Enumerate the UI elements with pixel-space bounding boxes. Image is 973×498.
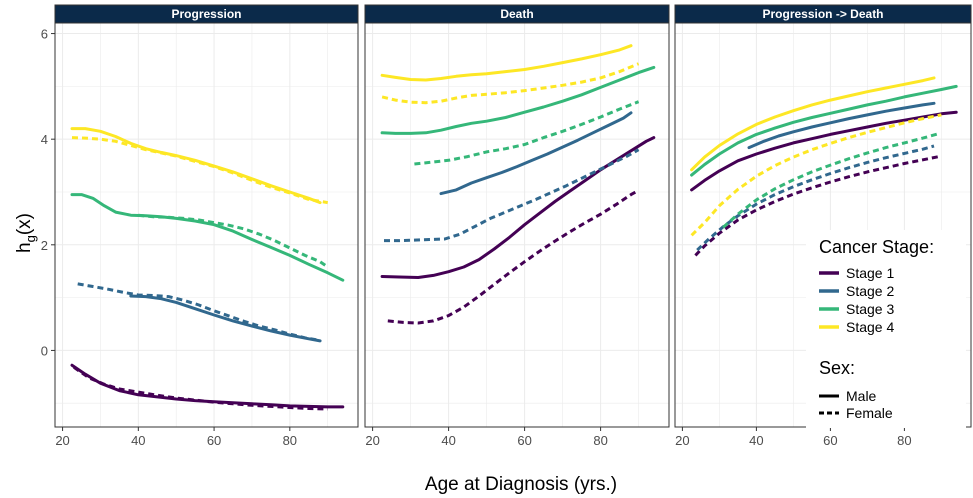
legend-stage-items: Stage 1 Stage 2 Stage 3 Stage 4: [819, 265, 894, 335]
series-line-stage-3-female: [414, 100, 640, 166]
y-tick-label: 4: [41, 132, 48, 147]
panel-progression: Progression 20 40 60 80 0 2 4 6: [41, 4, 359, 448]
x-tick-label: 80: [593, 433, 607, 448]
gridlines: [365, 23, 669, 427]
facet-title: Death: [500, 7, 533, 21]
y-axis-title: hg(x): [14, 213, 38, 253]
x-tick-label: 20: [675, 433, 689, 448]
series-line-stage-3-male: [70, 193, 345, 282]
legend-label-stage-4: Stage 4: [846, 319, 894, 335]
series-line-stage-2-female: [384, 148, 640, 243]
y-tick-label: 6: [41, 27, 48, 42]
legend-label-stage-3: Stage 3: [846, 301, 894, 317]
x-tick-label: 40: [131, 433, 145, 448]
facet-strip: [674, 4, 972, 24]
y-axis-title-subscript: g: [23, 235, 38, 242]
legend-sex-title: Sex:: [819, 358, 855, 378]
panel-death: Death 20 40 60 80: [364, 4, 670, 448]
series-line-stage-4-female: [71, 136, 328, 205]
y-axis-title-main: h: [14, 242, 35, 253]
y-axis-title-rest: (x): [14, 213, 35, 235]
legend-label-stage-1: Stage 1: [846, 265, 894, 281]
x-tick-label: 60: [823, 433, 837, 448]
x-tick-label: 60: [517, 433, 531, 448]
x-tick-label: 60: [207, 433, 221, 448]
panel-progression-death: Progression -> Death 20 40 60 80: [674, 4, 972, 448]
x-tick-label: 80: [897, 433, 911, 448]
facet-title: Progression: [171, 7, 241, 21]
facet-strip: [54, 4, 359, 24]
gridlines: [55, 23, 358, 427]
x-tick-label: 80: [283, 433, 297, 448]
x-tick-label: 40: [441, 433, 455, 448]
x-axis-title: Age at Diagnosis (yrs.): [425, 474, 617, 495]
facet-title: Progression -> Death: [762, 7, 883, 21]
x-tick-label: 20: [55, 433, 69, 448]
series-line-stage-4-male: [690, 76, 936, 172]
y-tick-label: 0: [41, 343, 48, 358]
series-line-stage-2-female: [696, 144, 935, 252]
series-line-stage-3-male: [380, 65, 656, 135]
series-line-stage-4-male: [70, 127, 322, 205]
series-line-stage-4-female: [381, 62, 640, 105]
series-line-stage-2-male: [439, 111, 633, 196]
x-tick-label: 20: [365, 433, 379, 448]
facet-strip: [364, 4, 670, 24]
series-line-stage-1-male: [380, 136, 656, 279]
series-line-stage-1-male: [690, 110, 958, 192]
y-tick-label: 2: [41, 238, 48, 253]
series-line-stage-2-female: [77, 282, 321, 342]
series-line-stage-1-female: [73, 366, 328, 411]
series-line-stage-3-male: [690, 84, 958, 177]
series-line-stage-1-female: [387, 189, 640, 325]
legend-label-male: Male: [846, 388, 877, 404]
series-line-stage-1-female: [694, 154, 942, 257]
series-line-stage-2-male: [747, 101, 936, 150]
legend-label-stage-2: Stage 2: [846, 283, 894, 299]
x-tick-label: 40: [749, 433, 763, 448]
series-line-stage-4-male: [380, 44, 633, 82]
legend-label-female: Female: [846, 405, 893, 421]
series-line-stage-3-female: [722, 132, 939, 229]
legend-stage-title: Cancer Stage:: [819, 237, 934, 257]
series-line-stage-3-female: [138, 213, 329, 269]
